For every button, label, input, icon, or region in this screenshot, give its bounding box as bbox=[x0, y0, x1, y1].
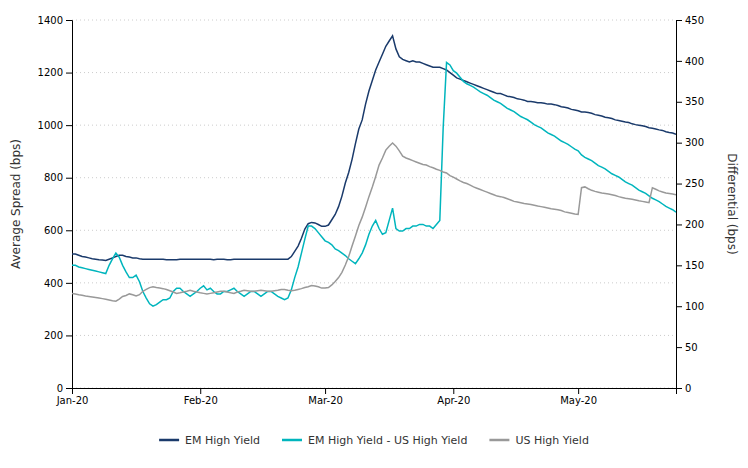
x-tick-label: Apr-20 bbox=[437, 395, 470, 406]
x-tick-label: May-20 bbox=[560, 395, 597, 406]
y2-tick-label: 200 bbox=[685, 219, 704, 230]
y-tick-mark bbox=[66, 178, 72, 179]
y2-tick-mark bbox=[676, 102, 682, 103]
y2-tick: 150 bbox=[676, 260, 704, 271]
y2-tick-label: 450 bbox=[685, 15, 704, 26]
y-tick-label: 600 bbox=[44, 225, 63, 236]
y2-axis-title: Differential (bps) bbox=[725, 153, 739, 254]
grid bbox=[72, 20, 676, 388]
y-tick: 400 bbox=[44, 278, 72, 289]
legend-label: EM High Yield bbox=[185, 434, 260, 447]
x-tick: Feb-20 bbox=[184, 388, 218, 406]
grid-line bbox=[72, 20, 676, 21]
y2-tick-mark bbox=[676, 388, 682, 389]
y2-tick-label: 300 bbox=[685, 137, 704, 148]
y-tick-mark bbox=[66, 283, 72, 284]
y-axis-line bbox=[66, 21, 73, 389]
legend-swatch bbox=[159, 439, 179, 442]
x-tick-mark bbox=[453, 388, 454, 394]
series-line bbox=[72, 36, 676, 261]
y2-tick-label: 0 bbox=[685, 383, 691, 394]
legend-label: EM High Yield - US High Yield bbox=[308, 434, 467, 447]
x-tick: Apr-20 bbox=[437, 388, 470, 406]
plot-area: Jan-20 Feb-20 Mar-20 Apr-20 May-20 0 200 400 600… bbox=[38, 15, 705, 406]
y-tick: 1000 bbox=[38, 120, 72, 131]
y-tick-label: 400 bbox=[44, 278, 63, 289]
legend-item: EM High Yield bbox=[159, 434, 260, 447]
legend-swatch bbox=[282, 439, 302, 442]
legend-item: EM High Yield - US High Yield bbox=[282, 434, 467, 447]
y2-tick-mark bbox=[676, 61, 682, 62]
grid-line bbox=[72, 125, 676, 126]
y-tick: 0 bbox=[57, 383, 72, 394]
y-tick: 800 bbox=[44, 172, 72, 183]
y-tick: 200 bbox=[44, 330, 72, 341]
y-tick: 600 bbox=[44, 225, 72, 236]
legend: EM High Yield EM High Yield - US High Yie… bbox=[159, 434, 589, 447]
legend-swatch bbox=[489, 439, 509, 442]
grid-line bbox=[72, 177, 676, 178]
y-tick-label: 800 bbox=[44, 172, 63, 183]
y-tick: 1400 bbox=[38, 15, 72, 26]
y2-tick-mark bbox=[676, 306, 682, 307]
series-line bbox=[72, 143, 676, 301]
y2-tick: 350 bbox=[676, 96, 704, 107]
y2-tick: 200 bbox=[676, 219, 704, 230]
y2-tick-mark bbox=[676, 184, 682, 185]
y2-tick-mark bbox=[676, 224, 682, 225]
y2-tick: 0 bbox=[676, 383, 691, 394]
x-tick-mark bbox=[200, 388, 201, 394]
y-tick-label: 1000 bbox=[38, 120, 63, 131]
y-axis-title: Average Spread (bps) bbox=[9, 139, 23, 269]
grid-line bbox=[72, 282, 676, 283]
x-tick-mark bbox=[325, 388, 326, 394]
x-tick-label: Mar-20 bbox=[308, 395, 343, 406]
chart: Jan-20 Feb-20 Mar-20 Apr-20 May-20 0 200 400 600… bbox=[0, 0, 748, 468]
y2-tick: 250 bbox=[676, 178, 704, 189]
series-group bbox=[72, 36, 676, 306]
y2-tick-mark bbox=[676, 265, 682, 266]
x-tick-label: Feb-20 bbox=[184, 395, 218, 406]
legend-item: US High Yield bbox=[489, 434, 589, 447]
y-tick-mark bbox=[66, 335, 72, 336]
y2-tick: 50 bbox=[676, 342, 698, 353]
y2-tick: 400 bbox=[676, 56, 704, 67]
x-axis: Jan-20 Feb-20 Mar-20 Apr-20 May-20 bbox=[56, 388, 677, 406]
y-tick-label: 1200 bbox=[38, 67, 63, 78]
y-axis: 0 200 400 600 800 1000 1200 1400 bbox=[38, 15, 73, 394]
y2-tick-label: 150 bbox=[685, 260, 704, 271]
x-tick: Mar-20 bbox=[308, 388, 343, 406]
y2-tick: 300 bbox=[676, 137, 704, 148]
y-tick-mark bbox=[66, 73, 72, 74]
x-axis-line bbox=[73, 389, 677, 395]
x-tick: May-20 bbox=[560, 388, 597, 406]
y-tick-mark bbox=[66, 388, 72, 389]
y2-tick-label: 350 bbox=[685, 96, 704, 107]
y-tick-label: 1400 bbox=[38, 15, 63, 26]
y2-tick: 450 bbox=[676, 15, 704, 26]
y-tick-label: 200 bbox=[44, 330, 63, 341]
series-line bbox=[72, 63, 676, 307]
y-tick: 1200 bbox=[38, 67, 72, 78]
y-tick-mark bbox=[66, 230, 72, 231]
x-tick-mark bbox=[578, 388, 579, 394]
grid-line bbox=[72, 335, 676, 336]
y-tick-mark bbox=[66, 20, 72, 21]
y2-tick-mark bbox=[676, 347, 682, 348]
y2-tick-label: 250 bbox=[685, 178, 704, 189]
y-tick-label: 0 bbox=[57, 383, 63, 394]
y2-tick-mark bbox=[676, 143, 682, 144]
y2-tick-label: 100 bbox=[685, 301, 704, 312]
y2-tick-label: 400 bbox=[685, 56, 704, 67]
y-tick-mark bbox=[66, 125, 72, 126]
y2-tick-mark bbox=[676, 20, 682, 21]
y2-tick: 100 bbox=[676, 301, 704, 312]
x-tick-label: Jan-20 bbox=[56, 395, 89, 406]
y2-axis-line bbox=[677, 21, 683, 389]
y2-tick-label: 50 bbox=[685, 342, 698, 353]
grid-line bbox=[72, 230, 676, 231]
legend-label: US High Yield bbox=[515, 434, 589, 447]
y2-axis: 0 50 100 150 200 250 300 350 400 450 bbox=[676, 15, 704, 394]
